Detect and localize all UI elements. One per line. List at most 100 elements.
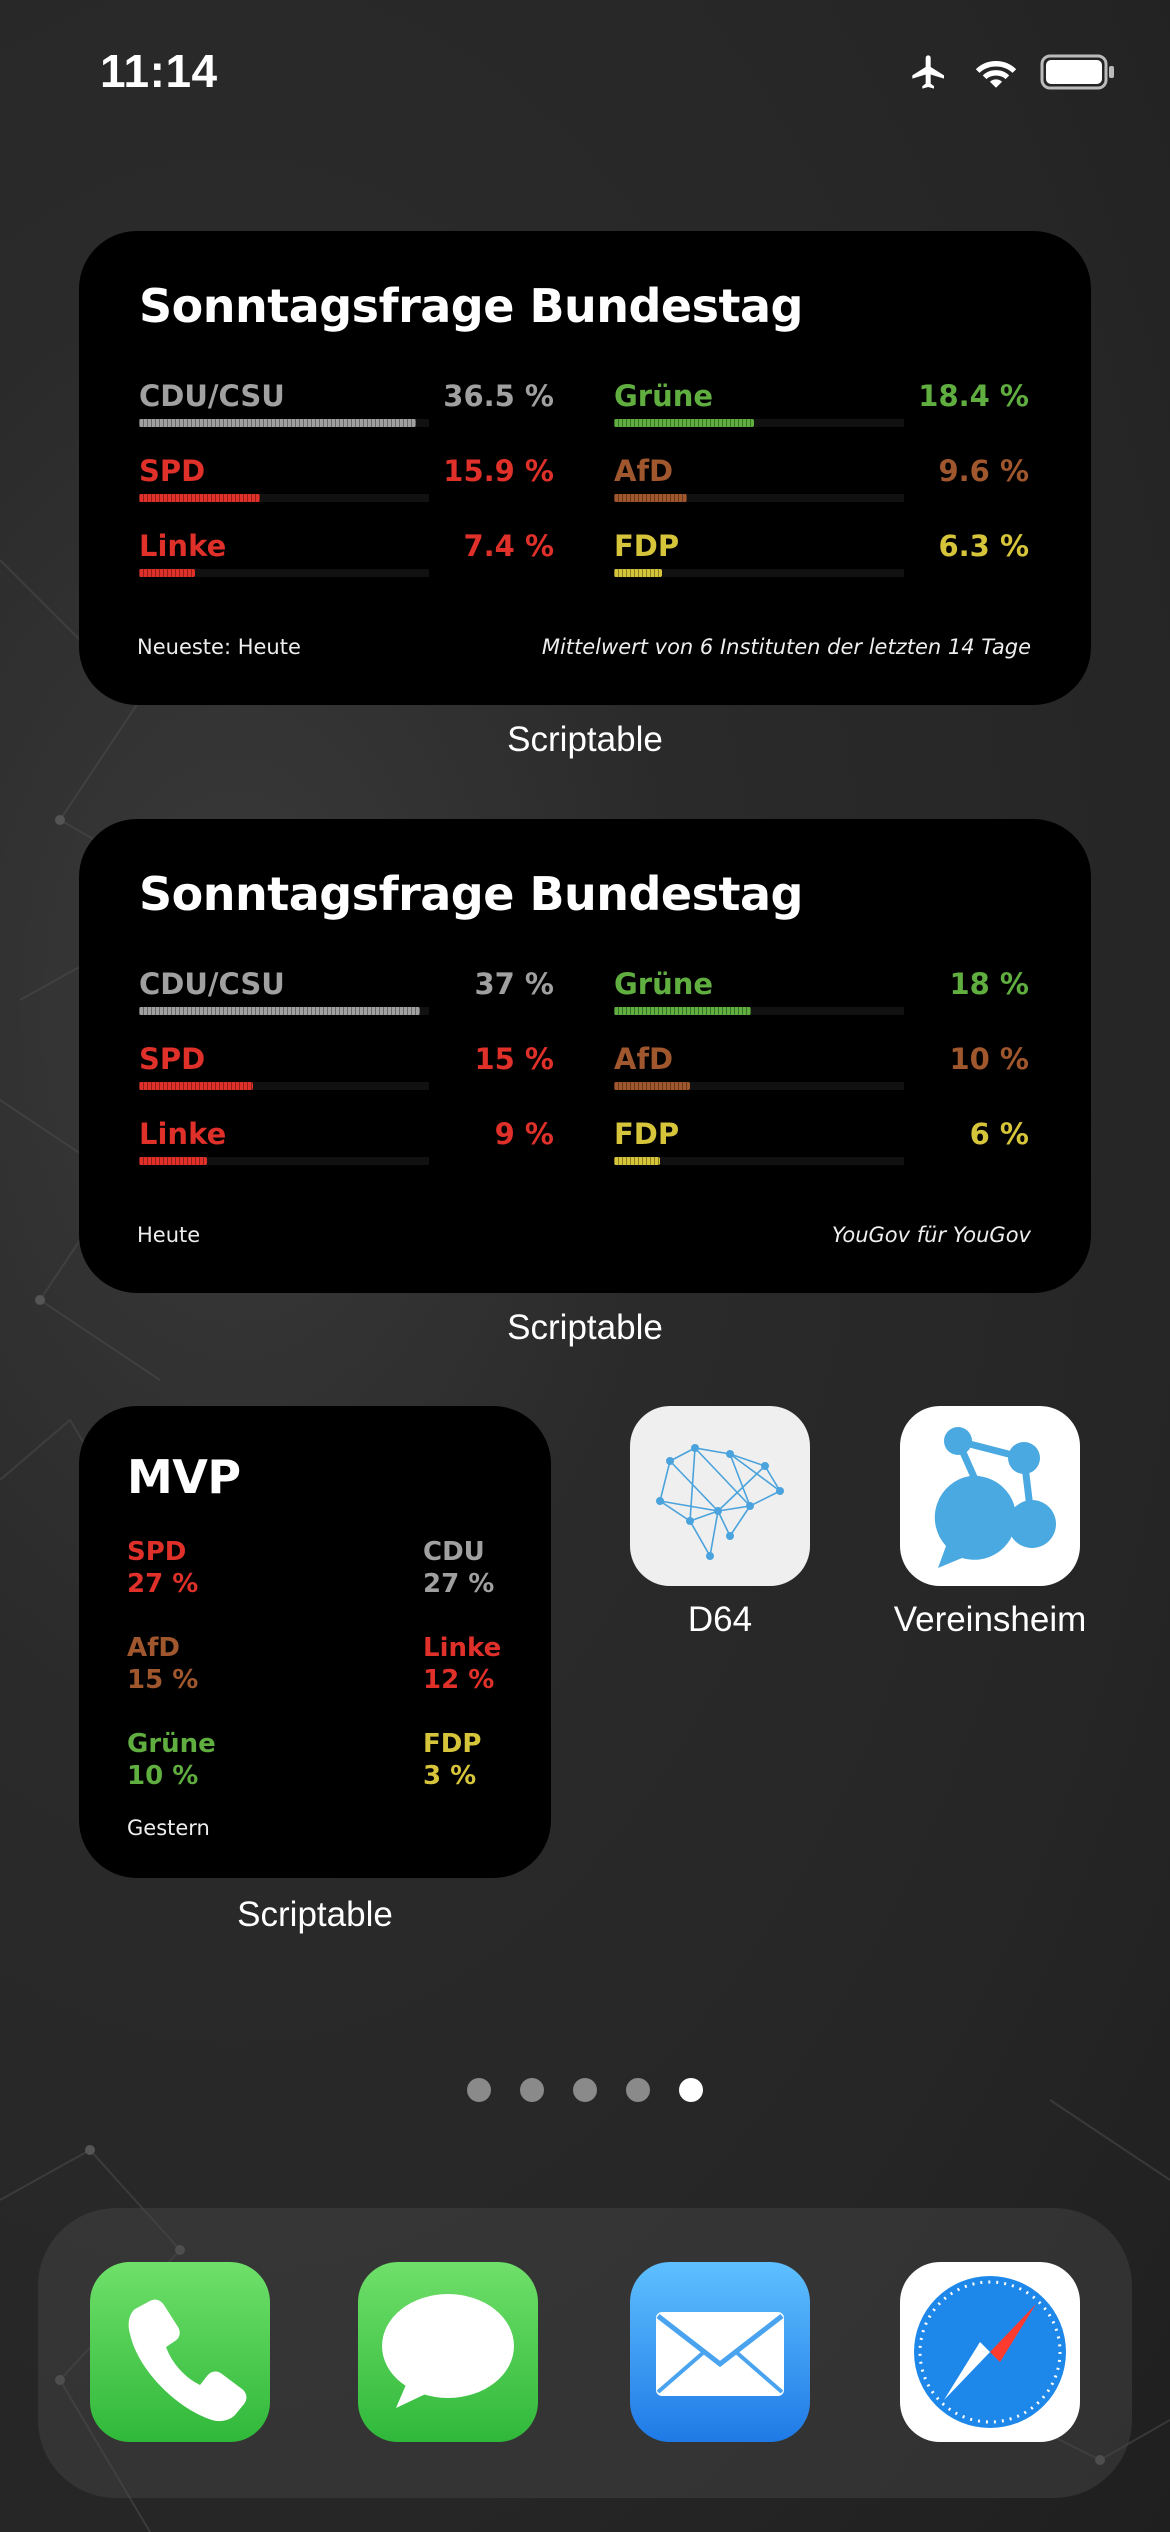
widget-footer-date: Heute xyxy=(137,1223,201,1247)
party-row: Grüne 18 % xyxy=(614,967,1029,1027)
party-bar xyxy=(614,419,754,427)
party-row: Linke 7.4 % xyxy=(139,529,554,589)
party-cell: AfD 15 % xyxy=(127,1632,198,1696)
vereinsheim-chat-icon xyxy=(934,1427,1056,1568)
party-bar xyxy=(139,569,195,577)
party-name: CDU/CSU xyxy=(139,967,285,1001)
phone-icon xyxy=(128,2299,247,2422)
party-bar xyxy=(139,1082,253,1090)
app-label: D64 xyxy=(687,1600,753,1639)
d64-network-icon xyxy=(656,1444,784,1560)
page-indicator[interactable] xyxy=(0,2078,1170,2102)
party-bar xyxy=(614,1007,751,1015)
status-time: 11:14 xyxy=(100,45,218,97)
party-value: 15 % xyxy=(127,1665,199,1695)
party-value: 9.6 % xyxy=(938,454,1029,488)
party-name: CDU xyxy=(423,1537,485,1567)
party-bar xyxy=(614,1082,690,1090)
widget-title: MVP xyxy=(127,1450,241,1504)
party-value: 7.4 % xyxy=(463,529,554,563)
mail-icon xyxy=(656,2312,784,2396)
party-row: FDP 6 % xyxy=(614,1117,1029,1177)
party-row: CDU/CSU 37 % xyxy=(139,967,554,1027)
party-row: FDP 6.3 % xyxy=(614,529,1029,589)
party-name: Grüne xyxy=(614,379,714,413)
app-vereinsheim[interactable] xyxy=(900,1406,1080,1586)
poll-widget-mvp[interactable]: MVP SPD 27 % CDU 27 % AfD 15 % Linke 12 % Grüne 1… xyxy=(79,1406,551,1878)
page-dot-active[interactable] xyxy=(679,2078,703,2102)
party-value: 15 % xyxy=(474,1042,554,1076)
poll-widget-average[interactable]: Sonntagsfrage Bundestag CDU/CSU 36.5 % Grü… xyxy=(79,231,1091,705)
party-name: SPD xyxy=(139,454,206,488)
party-value: 12 % xyxy=(423,1665,495,1695)
battery-icon xyxy=(1040,54,1114,90)
party-cell: FDP 3 % xyxy=(423,1728,481,1792)
party-row: SPD 15 % xyxy=(139,1042,554,1102)
dock-phone[interactable] xyxy=(90,2262,270,2442)
party-value: 3 % xyxy=(423,1761,477,1791)
party-bar xyxy=(614,1157,660,1165)
dock-messages[interactable] xyxy=(358,2262,538,2442)
party-value: 37 % xyxy=(474,967,554,1001)
party-cell: Linke 12 % xyxy=(423,1632,501,1696)
widget-label: Scriptable xyxy=(507,1308,663,1347)
party-bar-track xyxy=(614,419,904,427)
party-name: Linke xyxy=(423,1633,502,1663)
messages-icon xyxy=(382,2294,514,2408)
app-label: Vereinsheim xyxy=(893,1600,1087,1639)
party-bar-track xyxy=(139,494,429,502)
party-name: SPD xyxy=(139,1042,206,1076)
party-name: CDU/CSU xyxy=(139,379,285,413)
poll-widget-yougov[interactable]: Sonntagsfrage Bundestag CDU/CSU 37 % Grüne… xyxy=(79,819,1091,1293)
party-row: CDU/CSU 36.5 % xyxy=(139,379,554,439)
widget-footer-source: YouGov für YouGov xyxy=(831,1223,1031,1247)
party-bar-track xyxy=(139,1157,429,1165)
party-name: AfD xyxy=(614,1042,674,1076)
wifi-icon xyxy=(975,61,1017,88)
party-row: AfD 10 % xyxy=(614,1042,1029,1102)
party-row: Linke 9 % xyxy=(139,1117,554,1177)
widget-footer-date: Gestern xyxy=(127,1816,210,1840)
party-value: 10 % xyxy=(127,1761,199,1791)
widget-title: Sonntagsfrage Bundestag xyxy=(139,279,803,333)
party-bar-track xyxy=(139,1082,429,1090)
widget-footer-date: Neueste: Heute xyxy=(137,635,301,659)
party-value: 15.9 % xyxy=(443,454,554,488)
party-bar-track xyxy=(614,494,904,502)
party-value: 10 % xyxy=(949,1042,1029,1076)
party-row: Grüne 18.4 % xyxy=(614,379,1029,439)
party-bar xyxy=(139,1157,207,1165)
party-name: Grüne xyxy=(127,1729,216,1759)
party-row: SPD 15.9 % xyxy=(139,454,554,514)
party-row: AfD 9.6 % xyxy=(614,454,1029,514)
app-d64[interactable] xyxy=(630,1406,810,1586)
party-bar xyxy=(139,1007,420,1015)
party-value: 27 % xyxy=(127,1569,199,1599)
page-dot[interactable] xyxy=(520,2078,544,2102)
party-cell: CDU 27 % xyxy=(423,1536,494,1600)
widget-title: Sonntagsfrage Bundestag xyxy=(139,867,803,921)
page-dot[interactable] xyxy=(467,2078,491,2102)
dock-safari[interactable] xyxy=(900,2262,1080,2442)
party-name: Linke xyxy=(139,529,227,563)
widget-label: Scriptable xyxy=(237,1895,393,1934)
page-dot[interactable] xyxy=(573,2078,597,2102)
dock-mail[interactable] xyxy=(630,2262,810,2442)
party-name: SPD xyxy=(127,1537,187,1567)
dock xyxy=(38,2208,1132,2498)
party-value: 18.4 % xyxy=(918,379,1029,413)
party-bar-track xyxy=(614,1157,904,1165)
party-cell: SPD 27 % xyxy=(127,1536,198,1600)
airplane-icon xyxy=(912,55,944,89)
party-name: FDP xyxy=(423,1729,482,1759)
party-name: AfD xyxy=(127,1633,181,1663)
party-name: Grüne xyxy=(614,967,714,1001)
party-bar-track xyxy=(614,1082,904,1090)
party-value: 6 % xyxy=(969,1117,1029,1151)
party-value: 27 % xyxy=(423,1569,495,1599)
party-bar xyxy=(614,569,662,577)
party-value: 9 % xyxy=(494,1117,554,1151)
party-name: FDP xyxy=(614,529,680,563)
widget-label: Scriptable xyxy=(507,720,663,759)
page-dot[interactable] xyxy=(626,2078,650,2102)
